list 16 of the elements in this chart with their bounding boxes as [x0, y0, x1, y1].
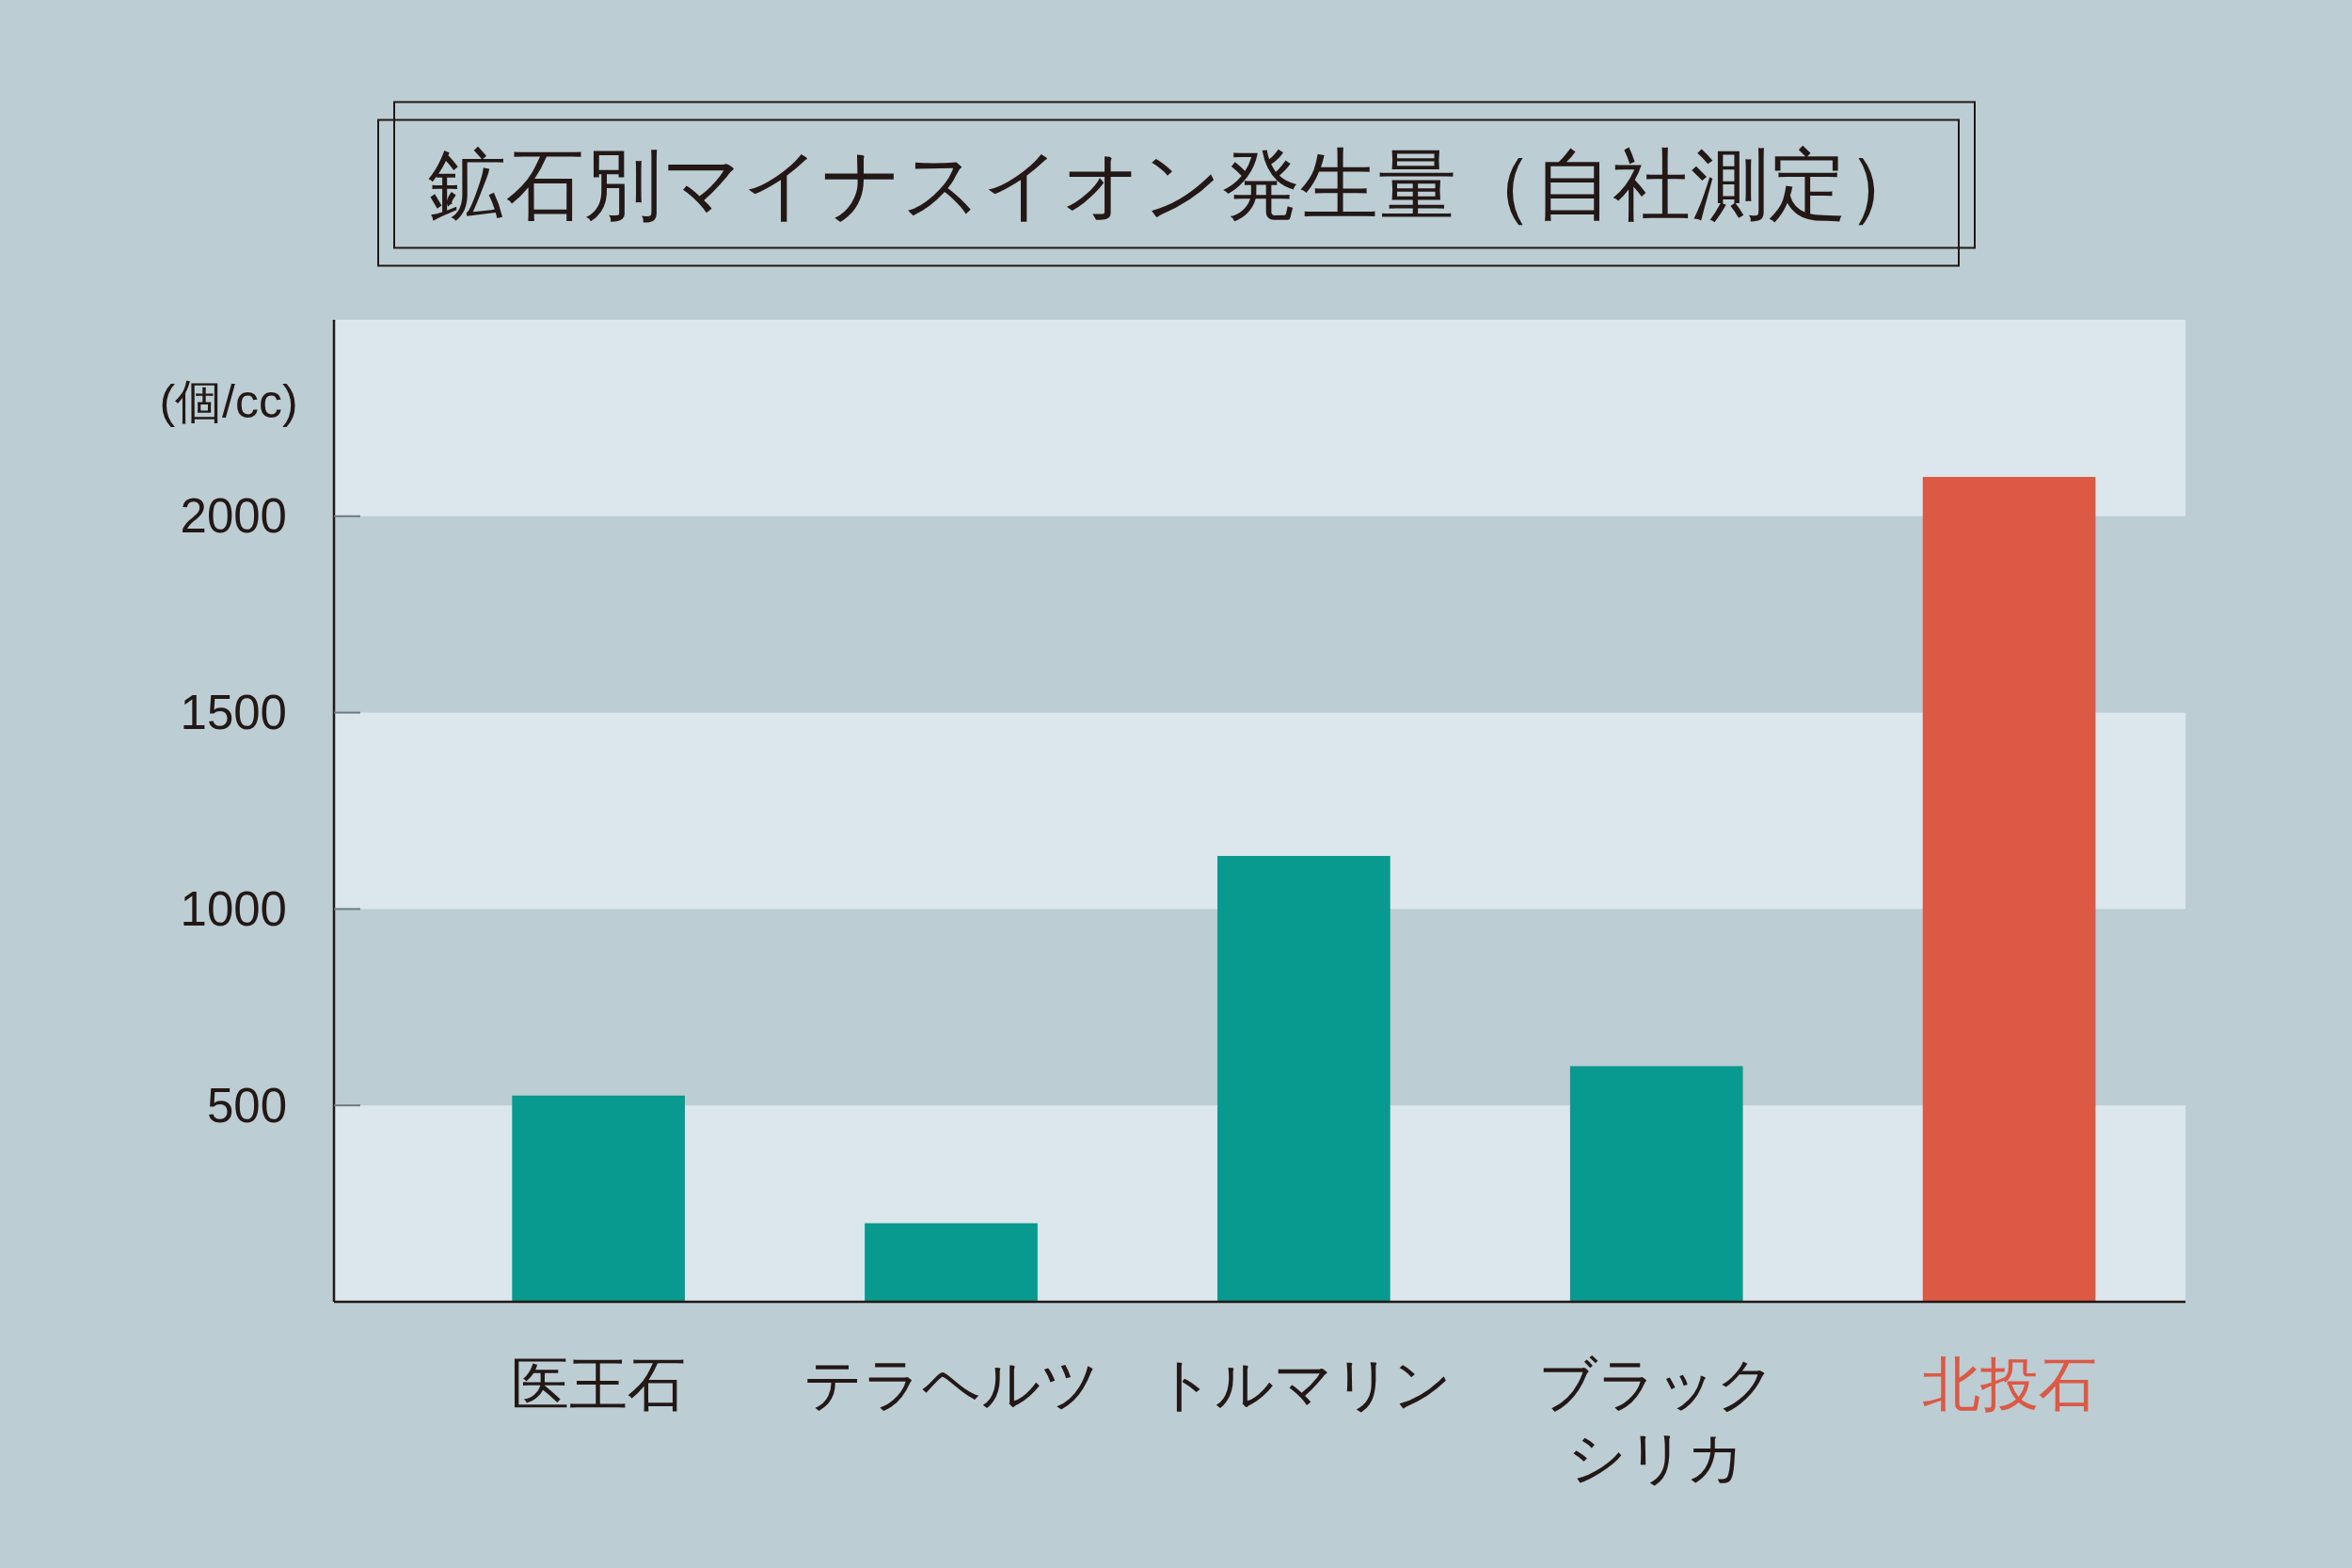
x-tick-label: テラヘルツ	[803, 1351, 1100, 1417]
x-tick-label: 北投石	[1921, 1351, 2097, 1417]
x-tick-label: ブラックシリカ	[1537, 1351, 1775, 1490]
y-axis-title: (個/cc)	[159, 375, 298, 428]
bar	[865, 1223, 1038, 1302]
x-tick-label: 医王石	[511, 1351, 687, 1417]
y-tick-label: 500	[206, 1078, 287, 1132]
x-tick-label: トルマリン	[1155, 1351, 1453, 1417]
bar	[1922, 477, 2096, 1302]
bar	[1569, 1066, 1743, 1302]
bar	[512, 1095, 685, 1302]
chart-title: 鉱石別マイナスイオン発生量（自社測定）	[427, 140, 1925, 229]
y-tick-label: 1500	[180, 686, 287, 740]
y-tick-label: 2000	[180, 489, 287, 544]
y-tick-label: 1000	[180, 881, 287, 936]
bar	[1217, 856, 1391, 1302]
